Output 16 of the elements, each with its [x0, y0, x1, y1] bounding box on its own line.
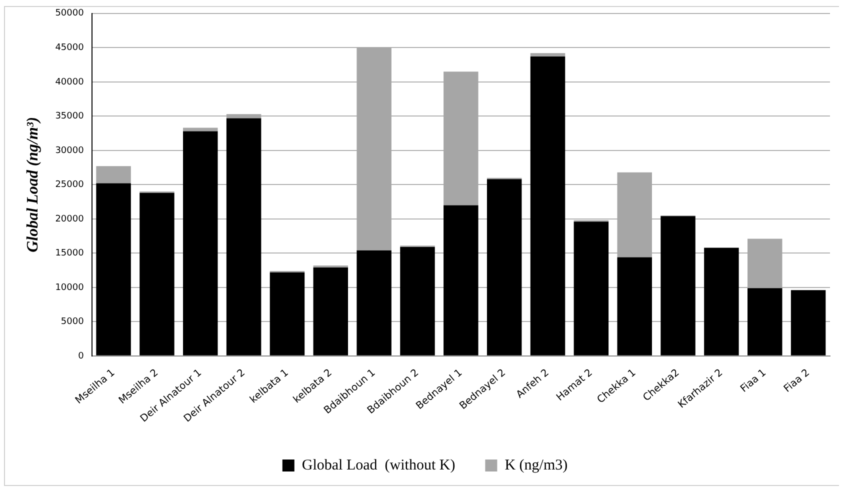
y-tick-label: 0: [78, 351, 84, 362]
y-axis-title: Global Load (ng/m³): [24, 116, 42, 252]
x-tick-label: Fiaa 2: [782, 367, 812, 395]
y-tick-label: 30000: [55, 146, 84, 156]
y-tick-label: 40000: [55, 77, 84, 88]
y-tick-label: 20000: [55, 214, 84, 224]
legend-label: Global Load (without K): [302, 457, 456, 474]
y-tick-label: 50000: [55, 8, 84, 19]
y-tick-label: 35000: [55, 112, 84, 122]
y-tick-label: 5000: [60, 317, 84, 328]
y-tick-label: 15000: [55, 248, 84, 259]
legend-label: K (ng/m3): [504, 457, 568, 474]
y-tick-label: 25000: [55, 180, 84, 190]
y-tick-label: 45000: [55, 42, 84, 53]
x-tick-label: Fiaa 1: [738, 367, 768, 395]
y-tick-label: 10000: [55, 282, 84, 293]
